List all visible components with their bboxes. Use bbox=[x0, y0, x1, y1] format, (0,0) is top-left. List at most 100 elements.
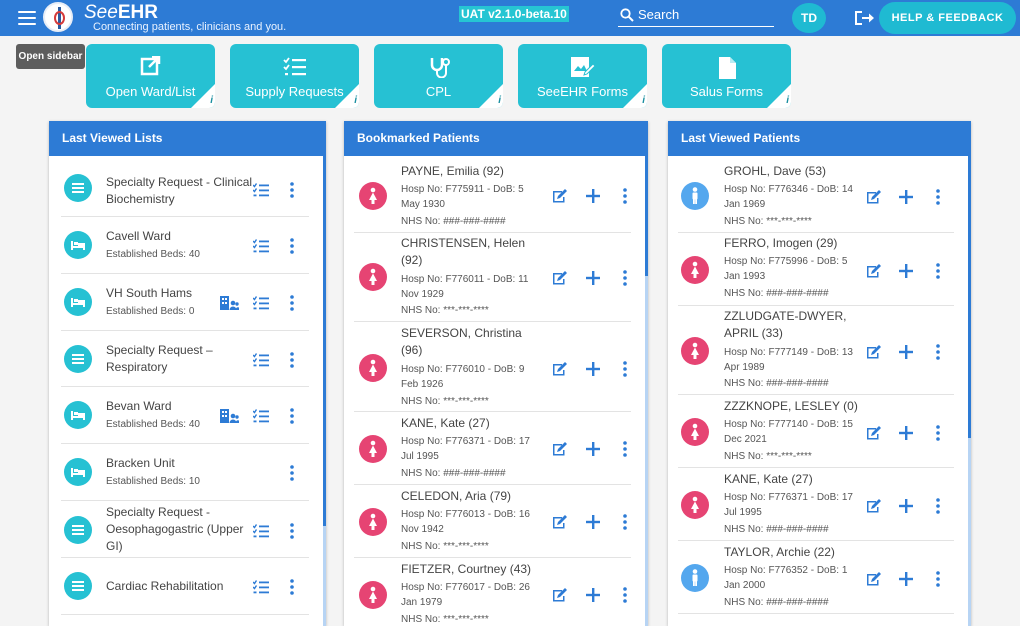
plus-icon[interactable] bbox=[586, 588, 600, 602]
more-vert-icon[interactable] bbox=[622, 587, 628, 603]
plus-icon[interactable] bbox=[899, 190, 913, 204]
more-vert-icon[interactable] bbox=[289, 523, 295, 539]
list-item[interactable]: Bracken Unit Established Beds: 10 bbox=[61, 444, 309, 501]
edit-note-icon[interactable] bbox=[866, 425, 882, 440]
more-vert-icon[interactable] bbox=[289, 295, 295, 311]
more-vert-icon[interactable] bbox=[935, 263, 941, 279]
more-vert-icon[interactable] bbox=[935, 344, 941, 360]
checklist-icon[interactable] bbox=[253, 296, 269, 310]
list-item[interactable]: VH South Hams Established Beds: 0 bbox=[61, 274, 309, 331]
patient-row[interactable]: FERRO, Imogen (29) Hosp No: F775996 - Do… bbox=[678, 233, 954, 306]
patient-nhs: NHS No: ***-***-**** bbox=[724, 216, 812, 227]
edit-note-icon[interactable] bbox=[866, 189, 882, 204]
more-vert-icon[interactable] bbox=[289, 408, 295, 424]
more-vert-icon[interactable] bbox=[622, 188, 628, 204]
salus-forms-button[interactable]: Salus Forms i bbox=[662, 44, 791, 108]
patient-row[interactable]: SEVERSON, Christina (96) Hosp No: F77601… bbox=[354, 322, 631, 412]
caduceus-logo[interactable] bbox=[43, 2, 73, 32]
checklist-icon[interactable] bbox=[253, 409, 269, 423]
plus-icon[interactable] bbox=[899, 572, 913, 586]
plus-icon[interactable] bbox=[586, 271, 600, 285]
info-icon[interactable]: i bbox=[354, 95, 357, 106]
more-vert-icon[interactable] bbox=[622, 514, 628, 530]
info-icon[interactable]: i bbox=[210, 95, 213, 106]
edit-note-icon[interactable] bbox=[552, 441, 568, 456]
edit-note-icon[interactable] bbox=[866, 571, 882, 586]
more-vert-icon[interactable] bbox=[622, 441, 628, 457]
more-vert-icon[interactable] bbox=[289, 465, 295, 481]
edit-note-icon[interactable] bbox=[552, 361, 568, 376]
patient-row[interactable]: ZZLUDGATE-DWYER, APRIL (33) Hosp No: F77… bbox=[678, 306, 954, 395]
patient-nhs: NHS No: ###-###-#### bbox=[724, 378, 829, 389]
edit-note-icon[interactable] bbox=[552, 188, 568, 203]
user-avatar[interactable]: TD bbox=[792, 3, 826, 33]
list-item-subtitle: Established Beds: 0 bbox=[106, 306, 195, 317]
more-vert-icon[interactable] bbox=[622, 361, 628, 377]
patient-row[interactable]: CHRISTENSEN, Helen (92) Hosp No: F776011… bbox=[354, 233, 631, 322]
male-patient-icon bbox=[681, 182, 709, 210]
plus-icon[interactable] bbox=[899, 345, 913, 359]
edit-note-icon[interactable] bbox=[866, 498, 882, 513]
list-item[interactable]: Specialty Request - Oesophagogastric (Up… bbox=[61, 501, 309, 558]
more-vert-icon[interactable] bbox=[935, 189, 941, 205]
plus-icon[interactable] bbox=[899, 264, 913, 278]
patient-row[interactable]: ZZZKNOPE, LESLEY (0) Hosp No: F777140 - … bbox=[678, 395, 954, 468]
plus-icon[interactable] bbox=[899, 499, 913, 513]
more-vert-icon[interactable] bbox=[289, 352, 295, 368]
patient-row[interactable]: KANE, Kate (27) Hosp No: F776371 - DoB: … bbox=[354, 412, 631, 485]
list-item[interactable]: Specialty Request - Clinical Biochemistr… bbox=[61, 161, 309, 217]
more-vert-icon[interactable] bbox=[289, 579, 295, 595]
edit-note-icon[interactable] bbox=[552, 514, 568, 529]
more-vert-icon[interactable] bbox=[622, 270, 628, 286]
scrollbar-thumb[interactable] bbox=[645, 156, 648, 276]
patient-row[interactable]: PAYNE, Emilia (92) Hosp No: F775911 - Do… bbox=[354, 156, 631, 233]
more-vert-icon[interactable] bbox=[289, 238, 295, 254]
list-item[interactable]: Specialty Request – Respiratory bbox=[61, 331, 309, 387]
scrollbar-thumb[interactable] bbox=[968, 156, 971, 438]
checklist-icon[interactable] bbox=[253, 353, 269, 367]
menu-icon[interactable] bbox=[18, 11, 36, 25]
plus-icon[interactable] bbox=[586, 362, 600, 376]
list-item[interactable]: Bevan Ward Established Beds: 40 bbox=[61, 387, 309, 444]
search-label: Search bbox=[638, 7, 680, 22]
edit-note-icon[interactable] bbox=[866, 344, 882, 359]
info-icon[interactable]: i bbox=[642, 95, 645, 106]
patient-row[interactable]: KANE, Kate (27) Hosp No: F776371 - DoB: … bbox=[678, 468, 954, 541]
more-vert-icon[interactable] bbox=[289, 182, 295, 198]
list-item[interactable]: Cardiac Rehabilitation bbox=[61, 558, 309, 615]
edit-note-icon[interactable] bbox=[552, 587, 568, 602]
info-icon[interactable]: i bbox=[498, 95, 501, 106]
building-people-icon[interactable] bbox=[220, 295, 239, 311]
checklist-icon[interactable] bbox=[253, 524, 269, 538]
open-ward-list-button[interactable]: Open Ward/List i bbox=[86, 44, 215, 108]
patient-row[interactable]: GROHL, Dave (53) Hosp No: F776346 - DoB:… bbox=[678, 156, 954, 233]
cpl-button[interactable]: CPL i bbox=[374, 44, 503, 108]
info-icon[interactable]: i bbox=[786, 95, 789, 106]
more-vert-icon[interactable] bbox=[935, 425, 941, 441]
checklist-icon[interactable] bbox=[253, 239, 269, 253]
scrollbar[interactable] bbox=[645, 156, 648, 626]
edit-note-icon[interactable] bbox=[866, 263, 882, 278]
edit-note-icon[interactable] bbox=[552, 270, 568, 285]
list-item[interactable]: Cavell Ward Established Beds: 40 bbox=[61, 217, 309, 274]
logout-icon[interactable] bbox=[853, 9, 875, 27]
patient-row[interactable]: TAYLOR, Archie (22) Hosp No: F776352 - D… bbox=[678, 541, 954, 614]
checklist-icon[interactable] bbox=[253, 580, 269, 594]
plus-icon[interactable] bbox=[899, 426, 913, 440]
patient-row[interactable]: CELEDON, Aria (79) Hosp No: F776013 - Do… bbox=[354, 485, 631, 558]
search-input[interactable]: Search bbox=[618, 5, 774, 27]
checklist-icon[interactable] bbox=[253, 183, 269, 197]
patient-row[interactable]: FIETZER, Courtney (43) Hosp No: F776017 … bbox=[354, 558, 631, 626]
plus-icon[interactable] bbox=[586, 442, 600, 456]
female-patient-icon bbox=[359, 508, 387, 536]
building-people-icon[interactable] bbox=[220, 408, 239, 424]
plus-icon[interactable] bbox=[586, 515, 600, 529]
scrollbar-thumb[interactable] bbox=[323, 156, 326, 526]
plus-icon[interactable] bbox=[586, 189, 600, 203]
more-vert-icon[interactable] bbox=[935, 571, 941, 587]
help-feedback-button[interactable]: HELP & FEEDBACK bbox=[879, 2, 1016, 34]
seeehr-forms-button[interactable]: SeeEHR Forms i bbox=[518, 44, 647, 108]
more-vert-icon[interactable] bbox=[935, 498, 941, 514]
supply-requests-button[interactable]: Supply Requests i bbox=[230, 44, 359, 108]
bed-icon bbox=[64, 231, 92, 259]
